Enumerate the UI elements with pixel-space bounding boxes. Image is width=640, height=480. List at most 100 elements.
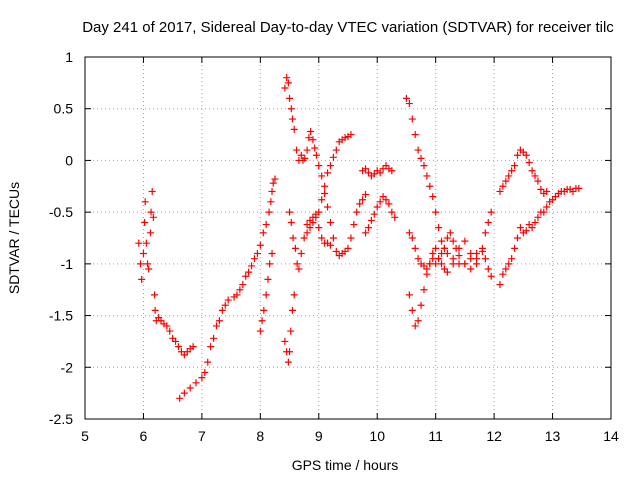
- data-point: [204, 358, 212, 366]
- data-point: [522, 227, 530, 235]
- data-point: [408, 234, 416, 242]
- data-point: [148, 187, 156, 195]
- data-point: [210, 334, 218, 342]
- data-point: [268, 187, 276, 195]
- data-point: [499, 182, 507, 190]
- y-tick-label: -1: [61, 256, 74, 272]
- data-point: [239, 281, 247, 289]
- data-point: [324, 203, 332, 211]
- data-point: [502, 265, 510, 273]
- data-point: [315, 224, 323, 232]
- data-point: [414, 317, 422, 325]
- data-point: [423, 172, 431, 180]
- data-point: [411, 131, 419, 139]
- data-point: [429, 193, 437, 201]
- data-point: [236, 286, 244, 294]
- data-point: [353, 208, 361, 216]
- data-point: [443, 234, 451, 242]
- tick-labels: 5 6 7 8 9 10 11 12 13 14 -2.5 -2 -1.5 -1 -0.5 0 0.5 1: [49, 49, 619, 444]
- data-point: [286, 94, 294, 102]
- data-point: [297, 250, 305, 258]
- data-point: [417, 154, 425, 162]
- data-point: [305, 134, 313, 142]
- data-point: [356, 200, 364, 208]
- data-point: [408, 115, 416, 123]
- x-tick-label: 13: [545, 428, 561, 444]
- data-point: [388, 167, 396, 175]
- x-tick-label: 14: [603, 428, 619, 444]
- data-point: [347, 131, 355, 139]
- data-point: [388, 208, 396, 216]
- data-point: [391, 213, 399, 221]
- data-point: [461, 237, 469, 245]
- data-point: [326, 162, 334, 170]
- data-point: [213, 322, 220, 330]
- data-point: [326, 218, 334, 226]
- data-point: [478, 244, 486, 252]
- data-point: [481, 255, 489, 263]
- data-point: [440, 244, 448, 252]
- data-point: [268, 250, 276, 258]
- data-point: [525, 158, 533, 166]
- y-tick-label: -0.5: [49, 204, 73, 220]
- data-point: [522, 151, 530, 159]
- data-point: [233, 291, 241, 299]
- data-point: [487, 272, 495, 280]
- data-point: [420, 162, 428, 170]
- data-point: [481, 229, 489, 237]
- data-point: [163, 322, 171, 330]
- data-point: [289, 234, 297, 242]
- data-point: [370, 210, 378, 218]
- data-point: [513, 234, 521, 242]
- y-tick-label: -2: [61, 359, 74, 375]
- data-point: [446, 229, 454, 237]
- data-point: [511, 162, 519, 170]
- data-point: [271, 175, 279, 183]
- data-point: [455, 252, 463, 260]
- data-point: [364, 224, 372, 232]
- data-point: [329, 234, 337, 242]
- data-point: [411, 244, 419, 252]
- data-point: [221, 301, 229, 309]
- data-point: [172, 337, 180, 345]
- x-axis-label: GPS time / hours: [292, 457, 399, 473]
- data-point: [438, 260, 446, 268]
- data-point: [505, 260, 513, 268]
- data-point: [499, 270, 507, 278]
- data-point: [575, 184, 583, 192]
- data-point: [309, 136, 317, 144]
- data-point: [283, 74, 291, 82]
- data-point: [284, 358, 292, 366]
- data-point: [414, 146, 422, 154]
- data-point: [329, 153, 337, 161]
- y-tick-label: -2.5: [49, 411, 73, 427]
- data-point: [429, 250, 437, 258]
- data-point: [260, 306, 268, 314]
- data-point: [311, 144, 319, 152]
- data-point: [146, 229, 154, 237]
- data-point: [484, 265, 492, 273]
- data-point: [443, 250, 451, 258]
- data-point: [151, 306, 159, 314]
- data-point: [496, 281, 504, 289]
- data-point: [248, 262, 256, 270]
- x-tick-label: 5: [81, 428, 89, 444]
- data-point: [145, 265, 153, 273]
- data-point: [142, 239, 150, 247]
- data-point: [307, 127, 315, 135]
- data-point: [207, 343, 215, 351]
- data-point: [505, 172, 513, 180]
- data-point: [242, 272, 250, 280]
- data-point: [303, 229, 311, 237]
- data-point: [432, 208, 440, 216]
- data-point: [250, 255, 258, 263]
- data-point: [540, 208, 548, 216]
- data-point: [376, 169, 384, 177]
- data-point: [502, 177, 510, 185]
- data-point: [141, 218, 149, 226]
- data-point: [402, 94, 410, 102]
- data-point: [324, 169, 332, 177]
- data-point: [264, 275, 272, 283]
- y-tick-label: 1: [65, 49, 73, 65]
- data-point: [290, 291, 298, 299]
